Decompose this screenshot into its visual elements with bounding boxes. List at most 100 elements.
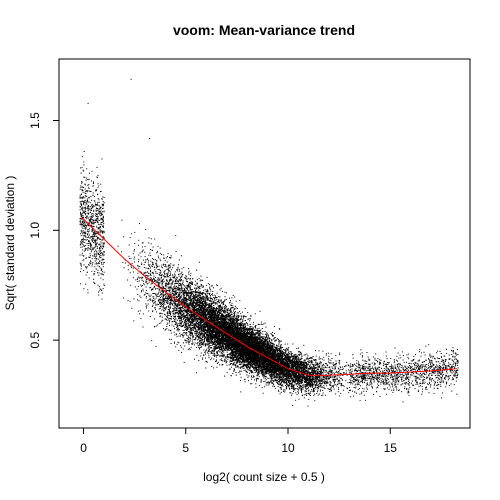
data-point: [263, 368, 265, 370]
data-point: [371, 378, 373, 380]
data-point: [180, 323, 182, 325]
data-point: [261, 336, 263, 338]
data-point: [339, 360, 341, 362]
data-point: [158, 283, 160, 285]
data-point: [191, 340, 193, 342]
data-point: [145, 267, 147, 269]
data-point: [79, 196, 81, 198]
data-point: [409, 376, 411, 378]
data-point: [190, 346, 192, 348]
data-point: [156, 264, 158, 266]
data-point: [177, 268, 179, 270]
data-point: [209, 287, 211, 289]
data-point: [168, 283, 170, 285]
data-point: [242, 366, 244, 368]
data-point: [237, 352, 239, 354]
data-point: [279, 360, 281, 362]
data-point: [359, 370, 361, 372]
data-point: [287, 359, 289, 361]
data-point: [387, 375, 389, 377]
data-point: [169, 306, 171, 308]
data-point: [300, 363, 301, 365]
data-point: [86, 239, 88, 241]
data-point: [311, 362, 313, 364]
data-point: [445, 374, 447, 376]
data-point: [190, 323, 192, 325]
data-point: [88, 205, 89, 206]
data-point: [166, 284, 168, 286]
data-point: [81, 213, 83, 215]
data-point: [235, 374, 237, 376]
data-point: [421, 391, 423, 393]
data-point: [318, 386, 320, 388]
data-point: [99, 214, 101, 216]
data-point: [422, 379, 424, 381]
data-point: [260, 329, 262, 331]
data-point: [99, 227, 101, 229]
data-point: [199, 329, 201, 331]
data-point: [397, 374, 399, 376]
data-point: [283, 359, 285, 360]
data-point: [137, 286, 139, 287]
data-point: [450, 369, 452, 371]
data-point: [102, 258, 104, 260]
data-point: [283, 351, 285, 353]
data-point: [391, 383, 393, 385]
data-point: [340, 369, 342, 371]
data-point: [97, 231, 99, 233]
data-point: [321, 366, 323, 368]
data-point: [183, 299, 185, 301]
data-point: [400, 367, 402, 368]
data-point: [449, 358, 451, 360]
data-point: [162, 291, 164, 293]
data-point: [237, 315, 239, 317]
data-point: [234, 305, 236, 307]
data-point: [297, 364, 299, 366]
data-point: [81, 230, 83, 232]
data-point: [227, 308, 229, 310]
data-point: [203, 354, 205, 356]
data-point: [439, 362, 441, 364]
data-point: [148, 280, 150, 281]
data-point: [243, 337, 245, 339]
data-point: [288, 381, 290, 383]
data-point: [191, 327, 193, 329]
data-point: [186, 280, 188, 282]
data-point: [354, 380, 356, 382]
data-point: [255, 377, 257, 379]
data-point: [431, 355, 433, 357]
data-point: [435, 371, 437, 373]
data-point: [101, 198, 103, 200]
data-point: [95, 255, 97, 257]
data-point: [190, 312, 192, 314]
data-point: [165, 257, 167, 259]
data-point: [209, 317, 211, 319]
data-point: [201, 320, 203, 322]
data-point: [296, 383, 298, 385]
data-point: [240, 330, 242, 332]
data-point: [103, 236, 105, 238]
data-point: [267, 370, 268, 371]
data-point: [324, 388, 326, 389]
data-point: [439, 367, 440, 368]
data-point: [201, 303, 203, 305]
data-point: [96, 225, 98, 227]
data-point: [384, 379, 386, 381]
data-point: [207, 352, 208, 354]
data-point: [248, 363, 250, 365]
data-point: [317, 376, 319, 377]
data-point: [183, 304, 185, 306]
data-point: [208, 353, 210, 355]
data-point: [316, 363, 318, 365]
data-point: [284, 349, 286, 351]
data-point: [193, 312, 195, 314]
data-point: [421, 375, 423, 377]
data-point: [225, 317, 227, 319]
data-point: [199, 336, 201, 338]
data-point: [209, 284, 210, 286]
data-point: [396, 379, 398, 381]
data-point: [436, 384, 438, 386]
data-point: [175, 296, 177, 297]
data-point: [209, 294, 211, 296]
data-point: [87, 233, 88, 235]
